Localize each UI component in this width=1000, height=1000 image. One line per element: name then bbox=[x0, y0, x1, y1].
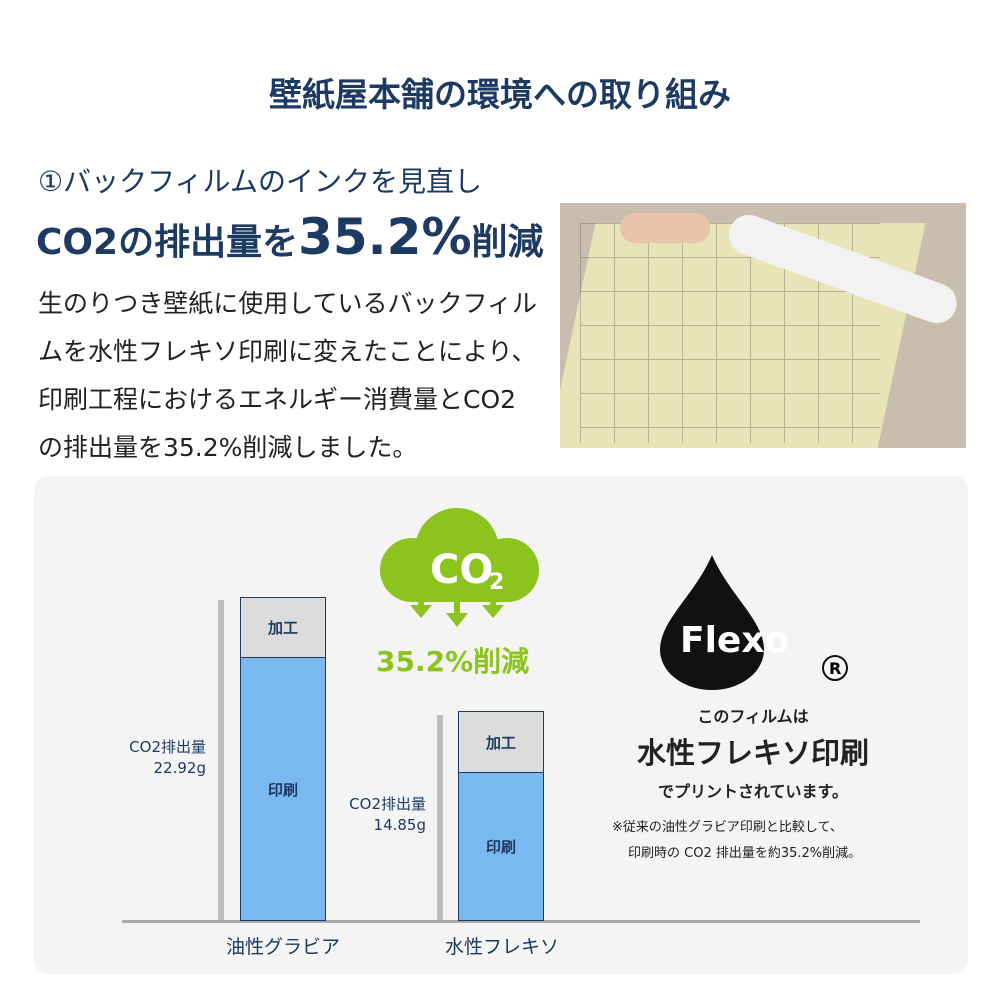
headline-percent: 35.2% bbox=[298, 208, 472, 266]
flexo-drop-logo: R bbox=[660, 555, 848, 690]
subtitle: ①バックフィルムのインクを見直し bbox=[38, 165, 482, 198]
flexo-line2: 水性フレキソ印刷 bbox=[636, 736, 869, 770]
bar1-height-arrow bbox=[218, 600, 224, 920]
bar-water-flexo: 加工 印刷 bbox=[458, 711, 544, 921]
flexo-logo-word: Flexo bbox=[680, 620, 790, 661]
flexo-note1: ※従来の油性グラビア印刷と比較して、 bbox=[612, 820, 843, 835]
reduction-label: 35.2%削減 bbox=[376, 645, 530, 678]
page-title: 壁紙屋本舗の環境への取り組み bbox=[269, 75, 731, 114]
cloud-co: CO bbox=[430, 547, 493, 593]
cloud-sub: 2 bbox=[489, 570, 504, 595]
bar1-kako: 加工 bbox=[241, 598, 325, 658]
bar2-category: 水性フレキソ bbox=[444, 936, 559, 958]
bar1-category: 油性グラビア bbox=[225, 936, 340, 958]
headline-post: 削減 bbox=[471, 222, 544, 263]
bar2-insatsu: 印刷 bbox=[459, 773, 543, 920]
bar2-label-line1: CO2排出量 bbox=[349, 795, 426, 813]
bar1-insatsu: 印刷 bbox=[241, 658, 325, 920]
body-text: 生のりつき壁紙に使用しているバックフィルムを水性フレキソ印刷に変えたことにより、… bbox=[38, 289, 538, 462]
headline-pre: CO2の排出量を bbox=[36, 222, 299, 263]
bar2-label-value: 14.85g bbox=[373, 816, 426, 834]
bar2-kako: 加工 bbox=[459, 712, 543, 774]
bar1-label: CO2排出量 22.92g bbox=[100, 737, 206, 779]
bar1-label-value: 22.92g bbox=[153, 759, 206, 777]
bar2-height-arrow bbox=[437, 715, 443, 920]
product-photo bbox=[560, 203, 966, 448]
registered-mark: R bbox=[829, 659, 841, 678]
bar-oil-gravure: 加工 印刷 bbox=[240, 597, 326, 921]
chart-baseline bbox=[122, 920, 920, 923]
flexo-line3: でプリントされています。 bbox=[658, 782, 848, 801]
bar2-label: CO2排出量 14.85g bbox=[320, 794, 426, 836]
flexo-note2: 印刷時の CO2 排出量を約35.2%削減。 bbox=[628, 846, 862, 861]
co2-cloud-icon: CO 2 bbox=[380, 508, 539, 627]
flexo-logo-text: Flexo bbox=[676, 620, 793, 661]
headline: CO2の排出量を35.2%削減 bbox=[36, 208, 544, 266]
bar1-label-line1: CO2排出量 bbox=[129, 738, 206, 756]
flexo-line1: このフィルムは bbox=[697, 707, 809, 726]
